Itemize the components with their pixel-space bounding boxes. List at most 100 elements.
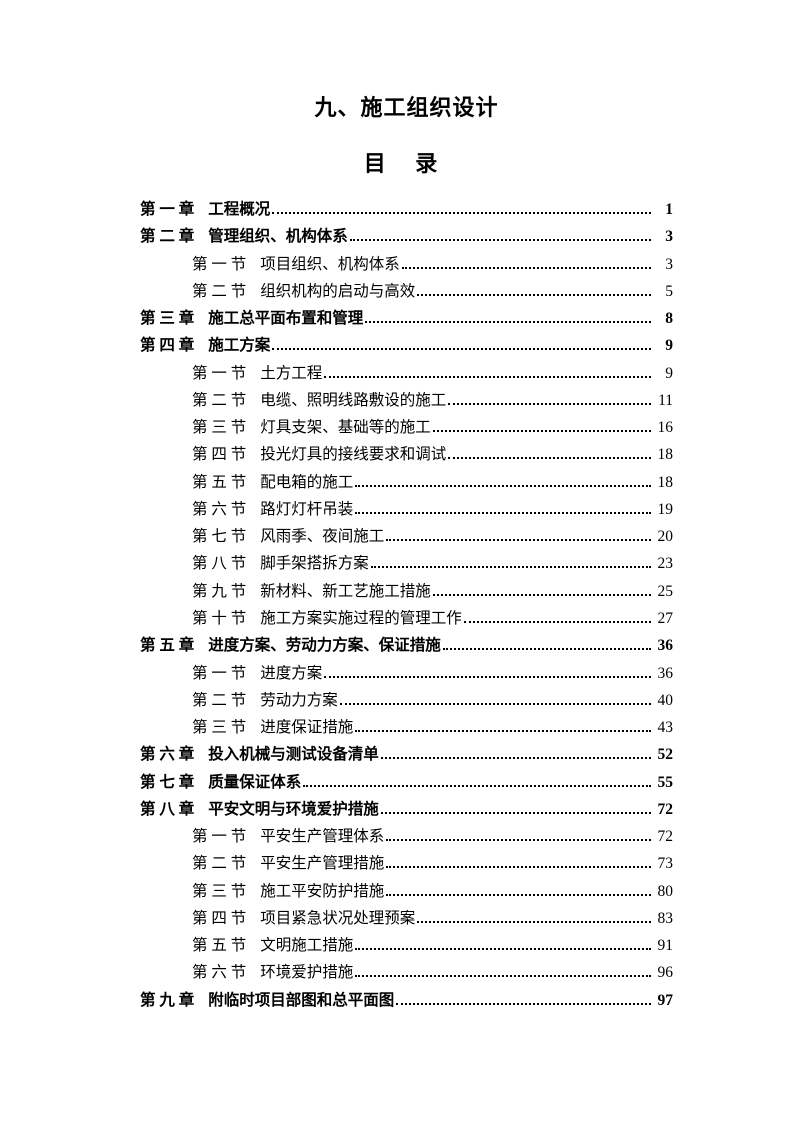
toc-entry: 第 八 节脚手架搭拆方案23 — [140, 550, 673, 577]
toc-entry-title: 施工总平面布置和管理 — [208, 305, 363, 332]
toc-leader-dots — [272, 348, 651, 350]
toc-entry: 第 十 节施工方案实施过程的管理工作 27 — [140, 605, 673, 632]
toc-entry-page: 25 — [653, 578, 673, 605]
toc-leader-dots — [433, 430, 651, 432]
toc-entry-page: 27 — [653, 605, 673, 632]
toc-leader-dots — [402, 267, 651, 269]
toc-leader-dots — [340, 703, 651, 705]
toc-entry-label: 第 二 节 — [140, 687, 246, 714]
toc-entry-title: 进度方案 — [260, 660, 322, 687]
toc-entry: 第 三 节进度保证措施43 — [140, 714, 673, 741]
toc-entry-page: 11 — [653, 387, 673, 414]
toc-entry-label: 第 八 章 — [140, 796, 194, 823]
toc-entry-page: 55 — [653, 769, 673, 796]
toc-entry-page: 52 — [653, 741, 673, 768]
toc-entry-title: 文明施工措施 — [260, 932, 353, 959]
toc-entry: 第 二 章管理组织、机构体系 3 — [140, 223, 673, 250]
toc-entry: 第 五 节文明施工措施 91 — [140, 932, 673, 959]
toc-entry-label: 第 二 章 — [140, 223, 194, 250]
toc-leader-dots — [324, 676, 651, 678]
toc-entry: 第 二 节平安生产管理措施73 — [140, 850, 673, 877]
toc-entry-label: 第 三 节 — [140, 414, 246, 441]
toc-entry-page: 91 — [653, 932, 673, 959]
toc-entry: 第 七 节风雨季、夜间施工20 — [140, 523, 673, 550]
toc-entry-title: 管理组织、机构体系 — [208, 223, 348, 250]
toc-entry-page: 72 — [653, 823, 673, 850]
toc-entry-label: 第 四 节 — [140, 441, 246, 468]
toc-entry-title: 质量保证体系 — [208, 769, 301, 796]
toc-entry: 第 一 节土方工程9 — [140, 360, 673, 387]
toc-entry-page: 40 — [653, 687, 673, 714]
toc-entry-label: 第 四 章 — [140, 332, 194, 359]
toc-entry-title: 施工方案实施过程的管理工作 — [260, 605, 462, 632]
toc-leader-dots — [350, 239, 651, 241]
toc-entry: 第 四 章施工方案9 — [140, 332, 673, 359]
toc-leader-dots — [365, 321, 651, 323]
toc-entry-label: 第 一 节 — [140, 823, 246, 850]
toc-entry-title: 路灯灯杆吊装 — [260, 496, 353, 523]
toc-entry-page: 9 — [653, 360, 673, 387]
toc-entry: 第 二 节组织机构的启动与高效5 — [140, 278, 673, 305]
toc-entry-page: 8 — [653, 305, 673, 332]
toc-entry: 第 二 节电缆、照明线路敷设的施工11 — [140, 387, 673, 414]
toc-leader-dots — [386, 839, 651, 841]
toc-entry: 第 六 节环境爱护措施96 — [140, 959, 673, 986]
toc-entry-title: 项目紧急状况处理预案 — [260, 905, 415, 932]
toc-entry-label: 第 五 节 — [140, 469, 246, 496]
toc-entry-title: 环境爱护措施 — [260, 959, 353, 986]
toc-entry-label: 第 一 节 — [140, 660, 246, 687]
table-of-contents: 第 一 章工程概况1第 二 章管理组织、机构体系3第 一 节项目组织、机构体系3… — [140, 196, 673, 1014]
toc-entry-title: 进度方案、劳动力方案、保证措施 — [208, 632, 441, 659]
toc-entry-page: 96 — [653, 959, 673, 986]
toc-leader-dots — [355, 512, 651, 514]
toc-entry-label: 第 十 节 — [140, 605, 246, 632]
toc-entry: 第 八 章平安文明与环境爱护措施72 — [140, 796, 673, 823]
toc-entry-page: 83 — [653, 905, 673, 932]
toc-entry: 第 六 章投入机械与测试设备清单52 — [140, 741, 673, 768]
toc-entry: 第 七 章质量保证体系 55 — [140, 769, 673, 796]
toc-leader-dots — [381, 757, 651, 759]
toc-entry-page: 3 — [653, 223, 673, 250]
toc-leader-dots — [448, 403, 651, 405]
toc-entry-label: 第 三 章 — [140, 305, 194, 332]
toc-entry: 第 一 节平安生产管理体系 72 — [140, 823, 673, 850]
toc-entry-title: 附临时项目部图和总平面图 — [208, 987, 394, 1014]
toc-entry-title: 投光灯具的接线要求和调试 — [260, 441, 446, 468]
toc-entry-label: 第 三 节 — [140, 878, 246, 905]
toc-entry-page: 72 — [653, 796, 673, 823]
toc-entry-title: 平安生产管理体系 — [260, 823, 384, 850]
toc-entry-title: 进度保证措施 — [260, 714, 353, 741]
toc-entry-label: 第 二 节 — [140, 278, 246, 305]
toc-entry-title: 土方工程 — [260, 360, 322, 387]
toc-entry-page: 73 — [653, 850, 673, 877]
toc-entry-label: 第 八 节 — [140, 550, 246, 577]
toc-entry-label: 第 一 章 — [140, 196, 194, 223]
toc-entry: 第 三 节灯具支架、基础等的施工16 — [140, 414, 673, 441]
toc-entry-title: 新材料、新工艺施工措施 — [260, 578, 431, 605]
toc-entry-page: 5 — [653, 278, 673, 305]
toc-entry: 第 五 章进度方案、劳动力方案、保证措施36 — [140, 632, 673, 659]
toc-leader-dots — [355, 975, 651, 977]
toc-entry: 第 三 节施工平安防护措施80 — [140, 878, 673, 905]
toc-entry-label: 第 七 章 — [140, 769, 194, 796]
toc-entry: 第 一 节项目组织、机构体系3 — [140, 251, 673, 278]
toc-leader-dots — [417, 294, 651, 296]
toc-leader-dots — [355, 730, 651, 732]
toc-entry: 第 四 节投光灯具的接线要求和调试 18 — [140, 441, 673, 468]
toc-entry-page: 19 — [653, 496, 673, 523]
toc-leader-dots — [386, 866, 651, 868]
toc-entry-title: 风雨季、夜间施工 — [260, 523, 384, 550]
toc-entry-title: 投入机械与测试设备清单 — [208, 741, 379, 768]
toc-leader-dots — [381, 812, 651, 814]
toc-leader-dots — [355, 948, 651, 950]
toc-entry-page: 97 — [653, 987, 673, 1014]
toc-entry-page: 18 — [653, 441, 673, 468]
toc-entry-page: 20 — [653, 523, 673, 550]
toc-leader-dots — [386, 894, 651, 896]
toc-entry-page: 9 — [653, 332, 673, 359]
toc-entry-label: 第 五 节 — [140, 932, 246, 959]
toc-leader-dots — [417, 921, 651, 923]
toc-entry: 第 六 节路灯灯杆吊装19 — [140, 496, 673, 523]
toc-entry-page: 16 — [653, 414, 673, 441]
toc-leader-dots — [355, 485, 651, 487]
